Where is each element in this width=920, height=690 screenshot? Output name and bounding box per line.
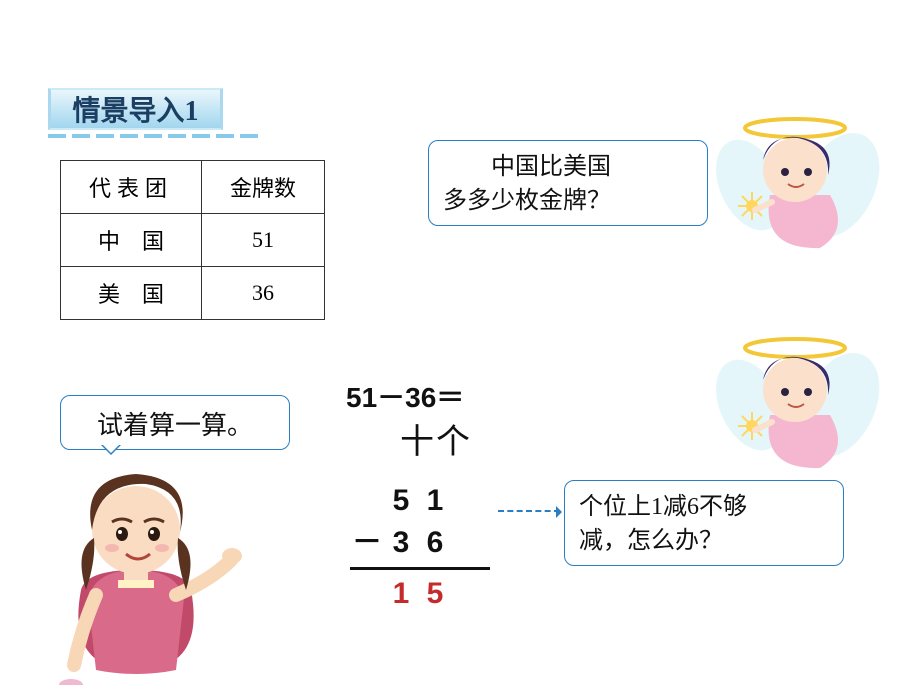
difference-row: 1 5 [350,573,490,615]
prompt-text: 试着算一算。 [97,411,253,440]
section-title: 情景导入1 [72,89,198,129]
prompt-bubble: 试着算一算。 [60,395,290,450]
hint-line2: 减，怎么办？ [579,525,829,559]
minuend-row: 5 1 [350,480,490,522]
table-row: 美 国 36 [61,267,325,320]
question-bubble: 中国比美国 多多少枚金牌？ [428,140,708,226]
equation: 51－36＝ [346,376,464,416]
table-header-row: 代表团 金牌数 [61,161,325,214]
col-header-gold: 金牌数 [202,161,325,214]
medal-table: 代表团 金牌数 中 国 51 美 国 36 [60,160,325,320]
pointer-arrow [498,510,560,512]
cell-gold: 36 [202,267,325,320]
teacher-icon [26,460,246,685]
place-value-labels: 十个 [400,414,472,463]
cell-gold: 51 [202,214,325,267]
fairy-icon [700,110,880,260]
difference-tens: 1 [384,573,418,615]
hint-line1: 个位上1减6不够 [579,491,829,525]
subtraction-rule [350,567,490,570]
cell-team: 美 国 [61,267,202,320]
question-line2: 多多少枚金牌？ [443,185,693,219]
subtrahend-tens: 3 [384,522,418,564]
header-underline [48,134,268,138]
hint-bubble: 个位上1减6不够 减，怎么办？ [564,480,844,566]
col-header-team: 代表团 [61,161,202,214]
question-line1: 中国比美国 [443,151,693,185]
subtrahend-row: － 3 6 [350,522,490,564]
subtrahend-ones: 6 [418,522,452,564]
table-row: 中 国 51 [61,214,325,267]
cell-team: 中 国 [61,214,202,267]
minus-sign: － [350,522,384,564]
minuend-tens: 5 [384,480,418,522]
place-labels-text: 十个 [400,424,472,461]
vertical-subtraction: 5 1 － 3 6 1 5 [350,480,490,615]
difference-ones: 5 [418,573,452,615]
minuend-ones: 1 [418,480,452,522]
fairy-icon [700,330,880,480]
equation-text: 51－36＝ [346,382,464,413]
section-header: 情景导入1 [48,88,223,130]
